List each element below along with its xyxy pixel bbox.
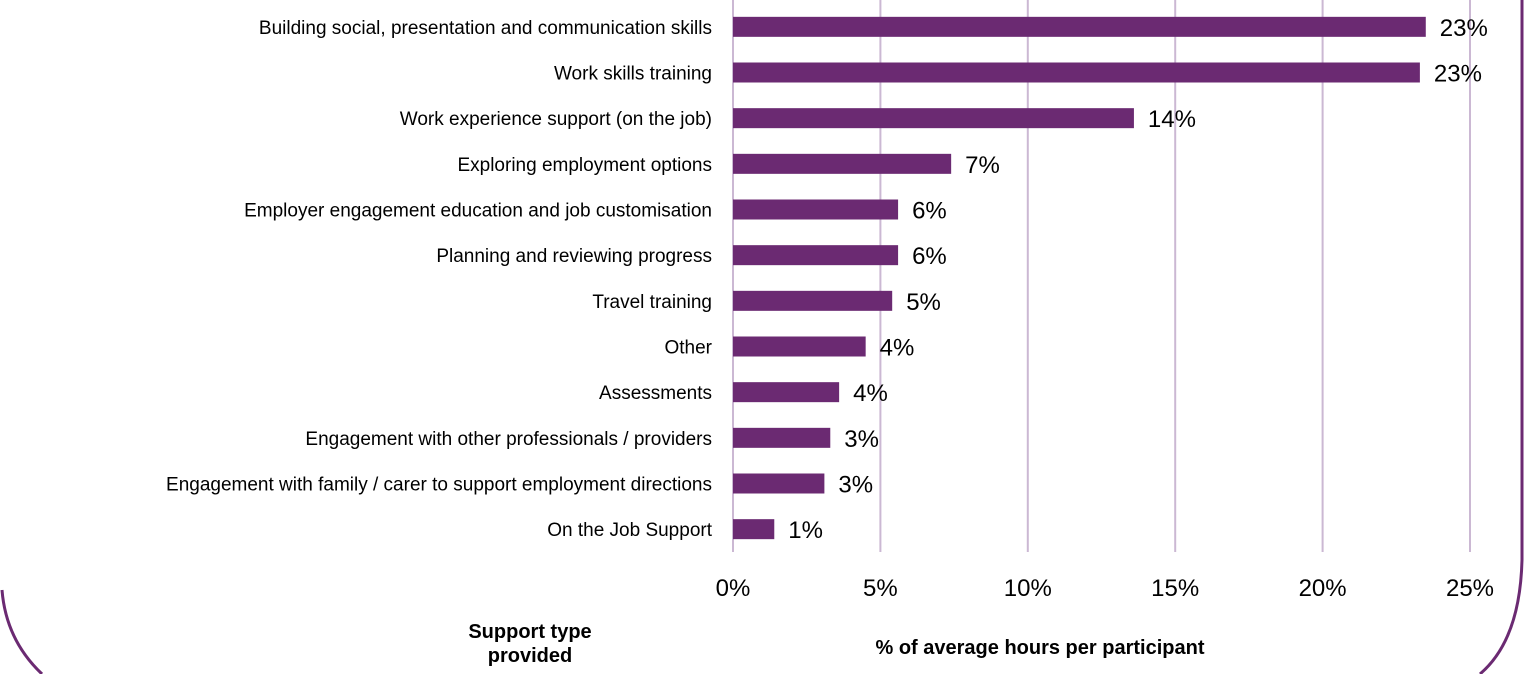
bar [733,108,1134,129]
x-tick-labels: 0% 5% 10% 15% 20% 25% [716,575,1494,602]
bar [733,336,866,357]
value-label: 14% [1148,106,1196,133]
category-label: Work skills training [554,64,712,85]
grid-lines [732,0,1471,552]
value-label: 3% [838,472,873,499]
frame-border-left [0,589,44,674]
bar [733,62,1420,83]
category-label: Work experience support (on the job) [400,109,712,130]
value-label: 23% [1440,15,1488,42]
x-axis-title: % of average hours per participant [875,637,1205,659]
value-label: 6% [912,198,947,225]
value-label: 4% [853,380,888,407]
bar [733,382,840,403]
value-label: 23% [1434,61,1482,88]
bar [733,473,825,494]
value-label: 1% [788,517,823,544]
category-label: Travel training [592,292,712,313]
value-label: 4% [880,335,915,362]
x-tick-label: 0% [716,575,751,602]
bar [733,245,899,266]
bars [733,16,1426,540]
category-label: Other [664,338,712,359]
category-label: Exploring employment options [457,155,712,176]
bar [733,290,893,311]
category-label: Employer engagement education and job cu… [244,201,712,222]
x-tick-label: 5% [863,575,898,602]
x-tick-label: 20% [1299,575,1347,602]
value-label: 5% [906,289,941,316]
category-label: On the Job Support [547,520,712,541]
bar [733,519,775,540]
category-label: Engagement with family / carer to suppor… [166,475,712,496]
category-label: Engagement with other professionals / pr… [305,429,712,450]
frame-border-right [1479,559,1524,674]
value-label: 6% [912,243,947,270]
value-label: 3% [844,426,879,453]
bar [733,16,1426,37]
bar [733,153,952,174]
category-label: Assessments [599,383,712,404]
value-labels: 23% 23% 14% 7% 6% 6% 5% 4% 4% 3% 3% 1% [788,15,1488,544]
bar [733,199,899,220]
x-tick-label: 25% [1446,575,1494,602]
category-labels: Building social, presentation and commun… [166,18,713,541]
bar [733,427,831,448]
value-label: 7% [965,152,1000,179]
x-tick-label: 15% [1151,575,1199,602]
x-tick-label: 10% [1004,575,1052,602]
category-label: Building social, presentation and commun… [259,18,712,39]
category-label: Planning and reviewing progress [436,246,712,267]
y-axis-title: Support type provided [468,621,592,667]
